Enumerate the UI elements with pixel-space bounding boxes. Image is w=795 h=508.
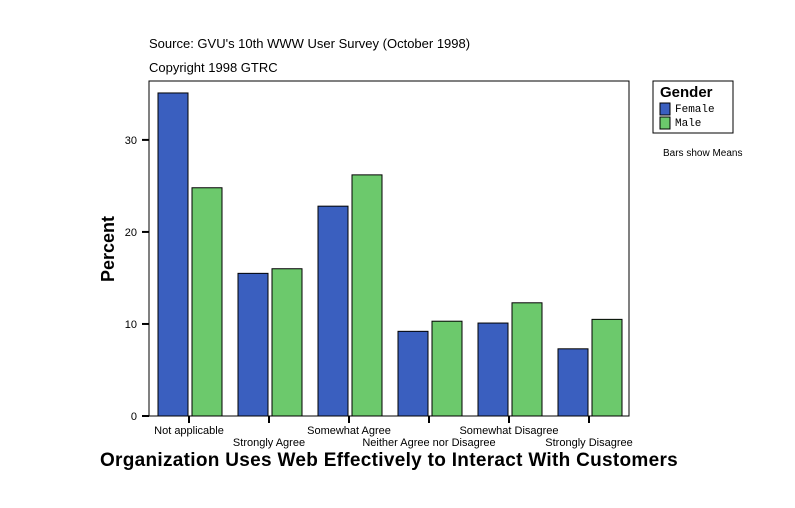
bar-male [351,174,383,417]
source-text: Source: GVU's 10th WWW User Survey (Octo… [149,36,470,51]
x-tick-label: Not applicable [154,425,224,437]
x-axis-title: Organization Uses Web Effectively to Int… [100,450,678,471]
y-tick-label: 0 [131,411,137,423]
bar-female [397,330,429,417]
bar-female [237,272,269,417]
bar-female [157,92,189,417]
legend-swatch-male [659,116,671,130]
y-axis-label: Percent [98,216,118,282]
y-tick-label: 20 [125,227,137,239]
copyright-text: Copyright 1998 GTRC [149,60,278,75]
bar-male [431,320,463,417]
bar-male [271,268,303,417]
legend-label-female: Female [675,104,715,116]
x-tick-label: Somewhat Agree [307,425,391,437]
bar-male [591,318,623,417]
legend-title: Gender [660,84,713,101]
x-tick-label: Somewhat Disagree [459,425,558,437]
plot-area [148,80,630,417]
legend: Gender Female Male [652,80,734,134]
bar-female [317,205,349,417]
bar-female [477,322,509,417]
bar-male [511,302,543,417]
bar-female [557,348,589,417]
bar-male [191,187,223,417]
x-tick-label: Strongly Disagree [545,437,632,449]
legend-label-male: Male [675,118,701,130]
y-tick-label: 10 [125,319,137,331]
y-tick-label: 30 [125,135,137,147]
bars-note: Bars show Means [663,148,742,159]
x-tick-label: Strongly Agree [233,437,305,449]
legend-swatch-female [659,102,671,116]
x-tick-label: Neither Agree nor Disagree [362,437,495,449]
